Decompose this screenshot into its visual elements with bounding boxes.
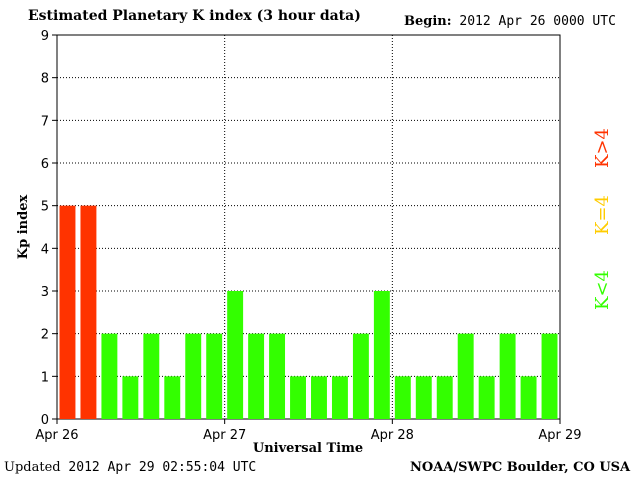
begin-value: 2012 Apr 26 0000 UTC	[459, 14, 616, 29]
y-ticks: 0 1 2 3 4 5 6 7 8 9	[41, 29, 57, 428]
chart-title: Estimated Planetary K index (3 hour data…	[28, 8, 361, 24]
x-tick-label: Apr 27	[203, 428, 246, 443]
y-tick-label: 9	[41, 29, 49, 44]
kp-bar	[122, 376, 139, 419]
kp-bar	[101, 333, 118, 419]
kp-bar	[290, 376, 306, 419]
updated-info: Updated 2012 Apr 29 02:55:04 UTC	[4, 460, 256, 475]
kp-bar	[227, 291, 244, 419]
grid-lines	[57, 35, 560, 419]
begin-info: Begin: 2012 Apr 26 0000 UTC	[404, 14, 616, 29]
kp-bar	[394, 376, 411, 419]
y-tick-label: 1	[41, 370, 49, 385]
kp-bar	[499, 333, 516, 419]
legend-mid: K=4	[592, 195, 613, 235]
x-ticks: Apr 26 Apr 27 Apr 28 Apr 29	[35, 419, 582, 443]
kp-bar	[206, 333, 223, 419]
credit: NOAA/SWPC Boulder, CO USA	[410, 460, 631, 475]
x-tick-label: Apr 26	[35, 428, 78, 443]
plot-area	[56, 34, 561, 420]
y-axis-label: Kp index	[16, 195, 31, 260]
kp-bar	[143, 333, 160, 419]
kp-bar	[541, 333, 558, 419]
y-tick-label: 6	[41, 157, 49, 172]
updated-value: 2012 Apr 29 02:55:04 UTC	[68, 460, 257, 475]
kp-bar	[457, 333, 474, 419]
x-axis-label: Universal Time	[253, 441, 363, 456]
y-tick-label: 2	[41, 328, 49, 343]
y-tick-label: 5	[41, 200, 49, 215]
kp-bar	[478, 376, 495, 419]
kp-bar	[352, 333, 369, 419]
kp-bar	[311, 376, 327, 419]
updated-label: Updated	[4, 460, 61, 475]
kp-bar	[185, 333, 202, 419]
x-tick-label: Apr 28	[371, 428, 414, 443]
begin-label: Begin:	[404, 14, 452, 29]
kp-bar	[164, 376, 181, 419]
kp-bar	[59, 205, 76, 419]
kp-bar	[269, 333, 286, 419]
legend-low: K<4	[592, 270, 613, 310]
bars	[59, 205, 558, 419]
y-tick-label: 4	[41, 242, 49, 257]
legend-high: K>4	[592, 128, 613, 168]
y-tick-label: 7	[41, 114, 49, 129]
x-tick-label: Apr 29	[538, 428, 581, 443]
kp-bar	[373, 291, 390, 419]
kp-bar	[415, 376, 432, 419]
kp-bar	[248, 333, 265, 419]
kp-bar	[436, 376, 453, 419]
y-tick-label: 0	[41, 413, 49, 428]
kp-bar	[331, 376, 348, 419]
kp-bar	[520, 376, 537, 419]
y-tick-label: 8	[41, 72, 49, 87]
kp-bar	[80, 205, 97, 419]
y-tick-label: 3	[41, 285, 49, 300]
